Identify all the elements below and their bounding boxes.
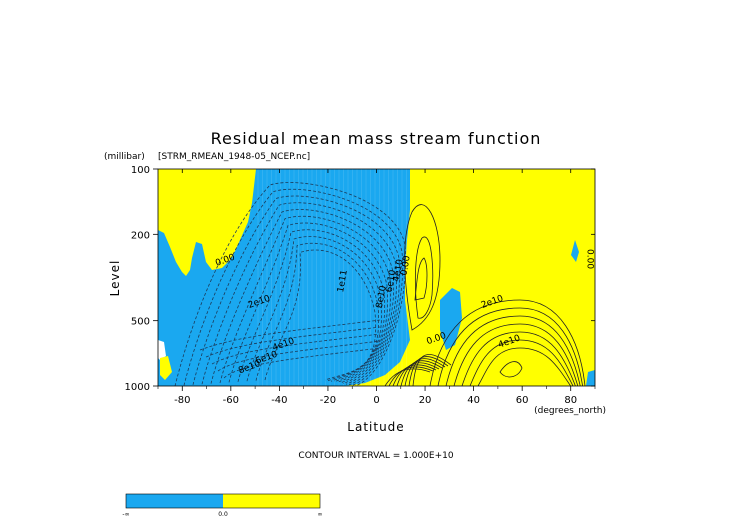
contour-label: 1e11: [336, 269, 350, 293]
chart-subtitle: [STRM_RMEAN_1948-05_NCEP.nc]: [158, 152, 310, 162]
x-tick-label: -40: [271, 395, 287, 406]
negative-contours: [174, 182, 407, 386]
positive-pocket-left: [160, 356, 172, 380]
negative-contour: [192, 195, 401, 386]
y-tick-label: 200: [131, 230, 150, 241]
contour-label: 6e10: [385, 269, 399, 293]
positive-contour-lower: [384, 368, 431, 386]
contour-label: 0.00: [399, 255, 412, 277]
missing-sliver: [158, 340, 166, 360]
negative-pocket: [440, 288, 462, 350]
negative-contour: [174, 182, 407, 386]
colorbar-label-max: ∞: [318, 511, 323, 518]
y-tick-label: 500: [131, 317, 150, 328]
x-tick-label: -80: [174, 395, 190, 406]
x-tick-label: 0: [373, 395, 379, 406]
positive-contour: [461, 331, 576, 386]
negative-contour: [264, 249, 377, 381]
negative-contour-lower: [217, 340, 381, 372]
x-tick-label: 20: [419, 395, 432, 406]
negative-contour-lower: [223, 347, 381, 379]
negative-fill: [158, 169, 410, 386]
negative-contour: [183, 188, 404, 386]
colorbar-frame: [125, 493, 321, 509]
contour-label: 4e10: [392, 258, 406, 282]
x-axis-label: Latitude: [347, 420, 404, 434]
positive-contour: [453, 323, 579, 386]
contour-label: 8e10: [375, 285, 389, 309]
positive-contour: [414, 236, 434, 319]
x-units-label: (degrees_north): [534, 406, 606, 416]
x-tick-label: -20: [320, 395, 336, 406]
colorbar-label-zero: 0.0: [218, 511, 228, 518]
positive-contour: [429, 299, 586, 386]
positive-contour: [437, 307, 583, 386]
x-tick-label: 40: [467, 395, 480, 406]
negative-contour-lower: [205, 326, 381, 358]
axes: -80 -60 -40 -20 0 20 40 60 80 100 200 500 1000: [125, 165, 596, 406]
positive-contour: [414, 257, 428, 301]
y-units-label: (millibar): [104, 152, 145, 162]
negative-contour: [246, 236, 383, 382]
negative-contour: [237, 229, 386, 383]
x-tick-label: 60: [516, 395, 529, 406]
colorbar-label-min: -∞: [122, 511, 129, 518]
negative-pocket-small: [571, 240, 579, 262]
x-tick-label: 80: [564, 395, 577, 406]
negative-contour: [219, 215, 392, 384]
colorbar-negative: [126, 494, 223, 508]
plot-area: [158, 169, 595, 386]
positive-contour: [404, 204, 441, 331]
chart-title: Residual mean mass stream function: [211, 129, 542, 148]
negative-contour-lower: [211, 333, 381, 365]
negative-contour-lower: [199, 319, 381, 351]
y-tick-label: 100: [131, 165, 150, 176]
positive-contour: [469, 339, 574, 386]
contour-label: 0.00: [585, 249, 595, 269]
negative-contour: [210, 209, 395, 384]
colorbar: -∞ 0.0 ∞: [122, 493, 323, 518]
y-tick-label: 1000: [125, 382, 150, 393]
x-tick-label: -60: [223, 395, 239, 406]
contour-interval-text: CONTOUR INTERVAL = 1.000E+10: [298, 451, 453, 461]
positive-contour-lower: [412, 354, 452, 386]
negative-contour: [228, 222, 389, 383]
positive-contour: [499, 361, 523, 378]
y-axis-label: Level: [108, 260, 122, 297]
positive-contour: [477, 347, 571, 386]
negative-contour: [201, 202, 398, 385]
negative-strip-right: [586, 370, 595, 386]
positive-contour: [445, 315, 581, 386]
colorbar-positive: [223, 494, 320, 508]
positive-contours: [384, 204, 586, 386]
